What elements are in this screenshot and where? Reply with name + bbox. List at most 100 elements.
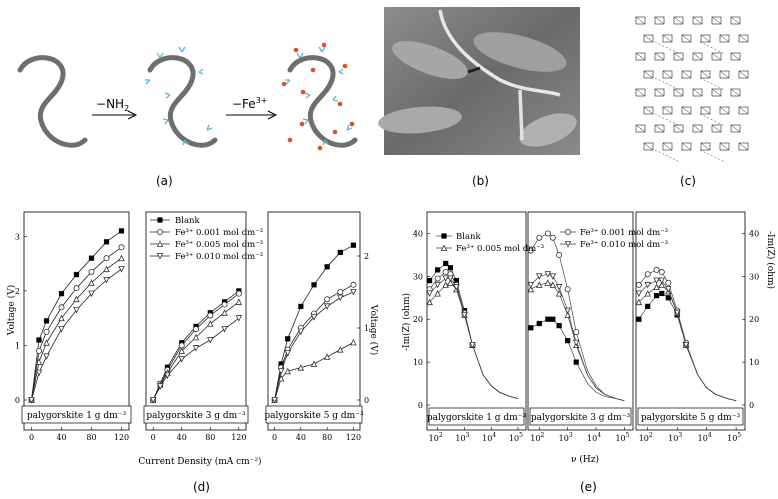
structure-tetrahedron [662,34,673,43]
structure-tetrahedron [738,142,749,151]
x-tick-label: 103 [559,432,573,443]
x-tick-label: 102 [429,432,443,443]
polymer-chain-1 [17,55,88,148]
x-tick-exponent: 4 [708,432,712,439]
data-point-fe-0001 [635,281,642,288]
subpanel-label-box [143,405,249,424]
data-point-fe-0005 [284,367,291,375]
e-ylabel-right: -Im(Z) (ohm) [765,231,776,289]
data-point-fe-0005 [207,320,214,327]
structure-tetrahedron [711,16,722,25]
data-point-fe-0010 [447,275,454,282]
structure-tetrahedron [730,52,741,61]
x-tick-base: 10 [559,434,569,443]
subpanel-label-box [529,407,632,426]
data-point-fe-0010 [673,309,681,317]
y-tick-label: 40 [413,229,423,238]
amine-groups [145,46,213,146]
sem-fiber [467,66,481,74]
subpanel-label: palygorskite 5 g dm⁻³ [641,413,741,423]
x-tick-label: 104 [698,432,712,443]
structure-tetrahedron [681,70,692,79]
data-point-fe-0001 [221,301,228,308]
data-point-fe-0005 [235,298,243,305]
data-point-blank [88,255,95,261]
series-line [274,291,354,401]
x-tick-label: 102 [639,432,653,443]
data-point-fe-0010 [43,353,50,360]
data-point-fe-0001 [235,290,242,297]
y-tick-label: 10 [749,358,759,367]
sem-particle [378,106,462,134]
data-point-fe-0010 [544,271,552,278]
legend-entry: Fe³⁺ 0.005 mol dm⁻³ [456,244,544,254]
fe-ions [281,42,355,151]
x-tick-base: 10 [530,434,540,443]
structure-tetrahedron [643,142,654,151]
plot-frame [635,211,746,431]
panel-e: -Im(Z) (ohm) -Im(Z) (ohm) ν (Hz) (e) 102… [401,211,776,494]
structure-bond [692,124,703,133]
structure-bond [730,88,741,97]
x-tick-label: 0 [272,433,277,442]
x-tick-label: 104 [482,432,496,443]
structure-hbond [699,41,726,55]
series-line [31,246,122,401]
x-tick-exponent: 2 [540,432,544,439]
x-tick-base: 10 [587,434,597,443]
structure-tetrahedron [643,106,654,115]
data-point-fe-0001 [644,271,651,278]
structure-tetrahedron [643,34,654,43]
x-tick-base: 10 [509,434,519,443]
data-point-blank [36,337,42,343]
structure-bond [643,34,654,43]
amine-groups-3 [285,46,353,146]
sem-fiber [518,89,524,141]
data-point-fe-0001 [103,255,110,262]
structure-tetrahedron [738,34,749,43]
data-point-fe-0005 [426,298,433,306]
structure-bond [692,16,703,25]
data-point-fe-0005 [536,281,543,288]
x-tick-label: 0 [151,433,156,442]
data-point-fe-0010 [297,328,305,336]
data-point-blank [337,249,343,255]
subpanel-label: palygorskite 3 g dm⁻³ [146,411,246,421]
data-point-blank [73,271,80,278]
data-point-fe-0005 [442,281,449,288]
subpanel-label: palygorskite 5 g dm⁻³ [264,411,364,421]
x-tick-base: 10 [668,434,678,443]
data-point-fe-0005 [192,333,200,341]
data-point-fe-0010 [58,326,65,333]
d-ylabel-right: Voltage (V) [368,304,379,355]
data-point-fe-0001 [58,304,65,311]
structure-bond [730,16,741,25]
data-point-fe-0005 [323,353,331,360]
legend-entry: Fe³⁺ 0.001 mol dm⁻³ [580,228,668,238]
data-point-fe-0005 [337,346,344,353]
structure-tetrahedron [692,88,703,97]
x-tick-label: 40 [56,433,66,442]
structure-tetrahedron [711,124,722,133]
x-tick-label: 120 [346,433,361,442]
structure-bond [738,106,749,115]
data-point-fe-0001 [573,329,580,336]
structure-tetrahedron [662,142,673,151]
data-point-fe-0001 [178,342,185,349]
structure-tetrahedron [673,52,684,61]
y-tick-label: 20 [413,315,423,324]
data-point-fe-0010 [149,397,157,404]
data-point-fe-0010 [527,281,534,289]
e-ylabel-left: -Im(Z) (ohm) [401,293,412,351]
data-point-fe-0010 [88,290,95,298]
data-point-fe-0010 [35,369,43,377]
legend-entry: Fe³⁺ 0.001 mol dm⁻³ [175,228,263,238]
data-point-fe-0001 [665,279,672,286]
caption-c: (c) [680,174,696,188]
y-tick-label: 2 [364,252,369,261]
structure-bond [654,88,665,97]
structure-hbond [699,149,726,163]
y-tick-label: 20 [749,315,759,324]
x-tick-exponent: 5 [737,432,741,439]
data-point-fe-0005 [73,295,80,303]
